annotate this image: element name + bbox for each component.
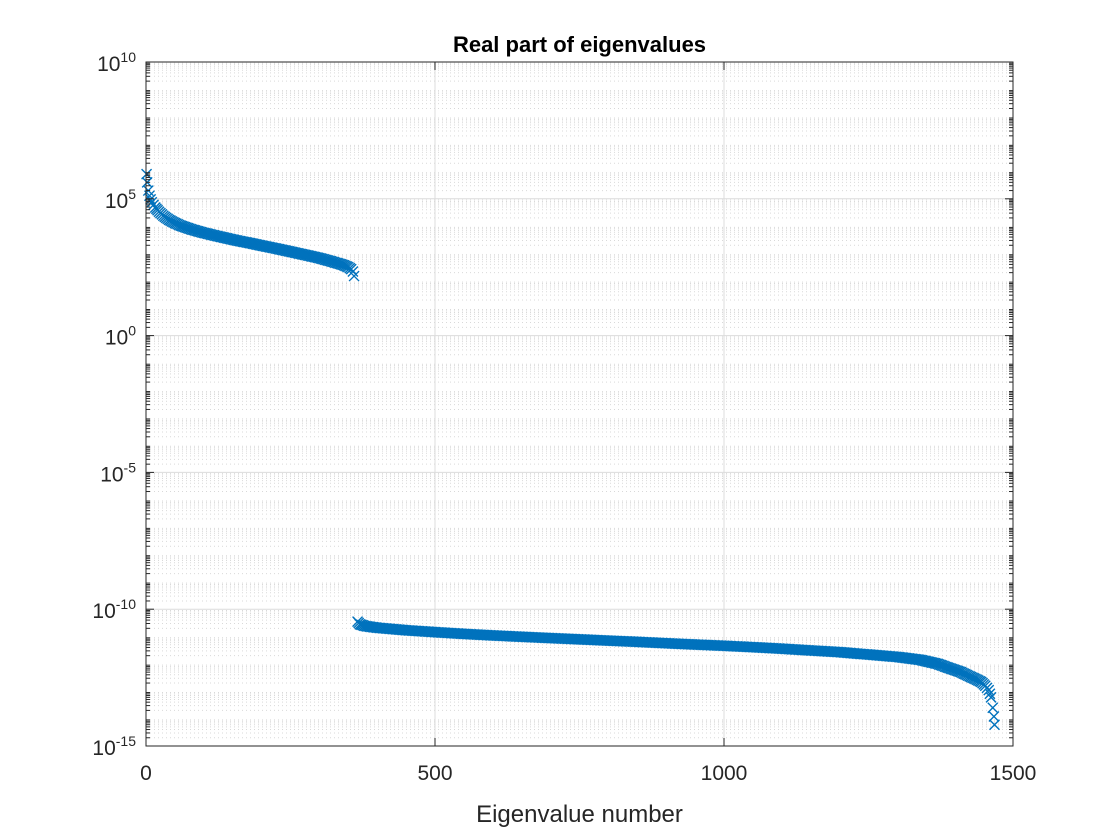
data-point xyxy=(348,270,360,282)
x-tick-label: 1000 xyxy=(701,762,748,785)
data-point xyxy=(331,257,343,269)
data-markers xyxy=(141,168,1000,731)
data-point xyxy=(981,682,993,694)
data-point xyxy=(308,251,320,263)
grid xyxy=(146,62,1013,746)
x-axis-label: Eigenvalue number xyxy=(476,801,683,828)
data-point xyxy=(926,657,938,669)
ticks: 0 500 1000 1500 1010 105 100 10-5 10-10 10-15 xyxy=(92,49,1036,785)
data-point xyxy=(988,710,1000,722)
x-tick-label: 0 xyxy=(140,762,152,785)
y-tick-label: 10-5 xyxy=(100,459,136,486)
data-point xyxy=(319,254,331,266)
data-point xyxy=(273,243,285,255)
data-point xyxy=(989,719,1000,731)
data-point xyxy=(296,248,308,260)
data-point xyxy=(341,260,353,272)
data-point xyxy=(984,688,996,700)
data-point xyxy=(985,691,997,703)
data-point xyxy=(215,231,227,243)
data-point xyxy=(344,262,356,274)
y-tick-label: 105 xyxy=(105,186,136,213)
y-tick-label: 10-10 xyxy=(92,596,136,623)
y-tick-label: 1010 xyxy=(97,49,136,76)
chart-title: Real part of eigenvalues xyxy=(453,32,706,57)
x-tick-label: 500 xyxy=(417,762,452,785)
data-point xyxy=(285,246,296,258)
data-point xyxy=(227,234,239,246)
x-tick-label: 1500 xyxy=(990,762,1037,785)
y-tick-label: 100 xyxy=(105,323,136,350)
data-point xyxy=(204,228,216,240)
axes-box xyxy=(145,61,1014,747)
y-tick-label: 10-15 xyxy=(92,733,136,760)
